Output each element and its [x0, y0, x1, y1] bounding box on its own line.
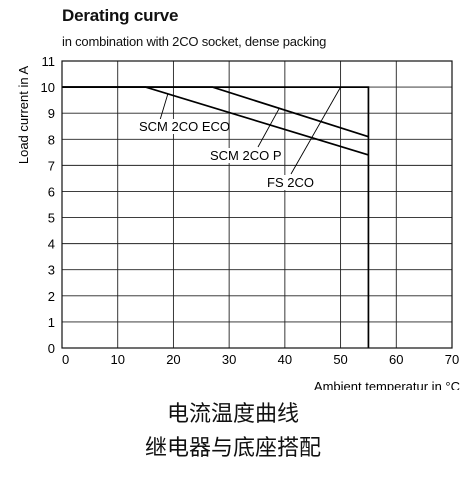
x-tick-label: 60 [389, 352, 403, 367]
y-axis-label: Load current in A [16, 66, 31, 165]
x-tick-label: 30 [222, 352, 236, 367]
annotation-leader [257, 108, 280, 148]
annotation-label: FS 2CO [267, 175, 314, 190]
x-tick-label: 20 [166, 352, 180, 367]
y-tick-label: 11 [42, 54, 56, 69]
y-tick-label: 9 [48, 106, 55, 121]
annotation-bg [207, 148, 279, 163]
chart-title: Derating curve [62, 6, 179, 25]
annotation-leader [159, 93, 169, 121]
tick-labels: 0 10 20 30 40 50 60 70 0 1 2 3 4 5 6 7 8 9 10 11 [41, 54, 460, 367]
y-tick-label: 10 [41, 80, 55, 95]
caption-line-1: 电流温度曲线 [166, 402, 299, 427]
y-tick-label: 6 [48, 184, 55, 199]
annotation-label: SCM 2CO P [210, 148, 282, 163]
plot-border [61, 60, 453, 349]
y-tick-label: 2 [48, 289, 55, 304]
x-tick-label: 10 [110, 352, 124, 367]
x-tick-label: 40 [278, 352, 292, 367]
plot-frame [61, 60, 453, 349]
y-tick-label: 8 [48, 132, 55, 147]
x-tick-label: 70 [445, 352, 459, 367]
grid [62, 61, 452, 348]
annotation-leader [290, 86, 341, 175]
y-tick-label: 5 [48, 211, 55, 226]
y-tick-label: 3 [48, 263, 55, 278]
series-line-fs [62, 86, 370, 348]
annotation-bg [136, 119, 223, 134]
y-tick-label: 4 [48, 237, 55, 252]
annotations: SCM 2CO ECO SCM 2CO P FS 2CO [136, 119, 314, 190]
y-tick-label: 7 [48, 158, 55, 173]
annotation-label: SCM 2CO ECO [139, 119, 230, 134]
y-tick-label: 1 [48, 315, 55, 330]
derating-chart: 0 10 20 30 40 50 60 70 0 1 2 3 4 5 6 7 8 9 10 11 SCM 2CO EC… [16, 54, 460, 390]
series-lines [62, 86, 370, 348]
x-axis-label: Ambient temperatur in °C [314, 379, 460, 390]
chart-subtitle: in combination with 2CO socket, dense pa… [62, 34, 327, 49]
x-tick-label: 0 [62, 352, 69, 367]
annotation-leaders [159, 86, 341, 175]
annotation-bg [264, 175, 314, 190]
caption-line-2: 继电器与底座搭配 [144, 436, 321, 461]
y-tick-label: 0 [48, 341, 55, 356]
x-tick-label: 50 [333, 352, 347, 367]
